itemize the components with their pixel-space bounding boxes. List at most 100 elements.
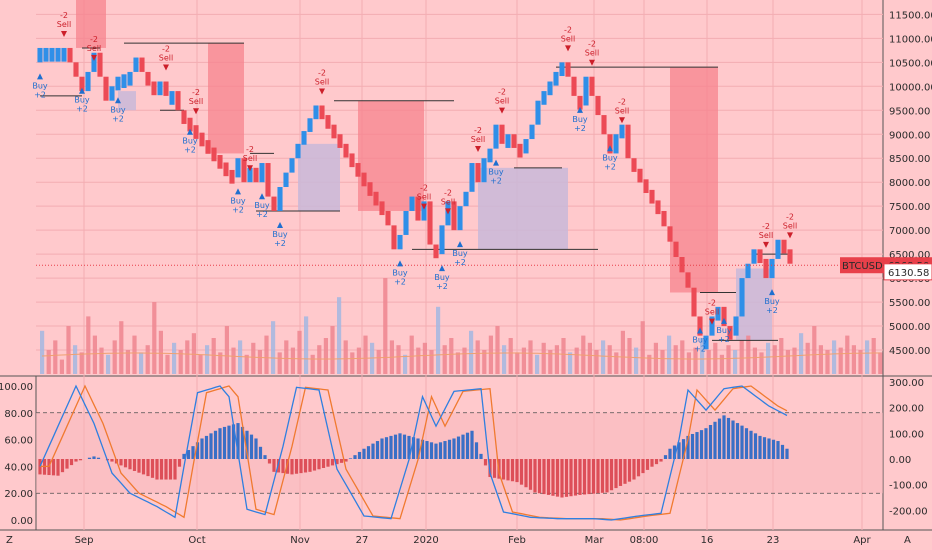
sell-label: Sell bbox=[705, 308, 719, 317]
sell-label: Sell bbox=[189, 97, 203, 106]
symbol-label: BTCUSDC bbox=[842, 261, 890, 272]
time-tick-label: 08:00 bbox=[630, 535, 659, 546]
price-tick-label: 7500.00 bbox=[889, 202, 930, 213]
volume-bar bbox=[172, 342, 177, 374]
volume-bar bbox=[574, 347, 579, 374]
sell-arrow-icon bbox=[763, 241, 769, 248]
sell-qty-label: -2 bbox=[708, 299, 716, 308]
volume-bar bbox=[528, 340, 533, 374]
osc-histogram-bar bbox=[569, 459, 573, 497]
osc-histogram-bar bbox=[150, 459, 155, 478]
osc-histogram-bar bbox=[110, 459, 114, 462]
osc-histogram-bar bbox=[645, 459, 650, 470]
renko-brick bbox=[541, 91, 547, 105]
buy-label: Buy bbox=[452, 249, 468, 258]
renko-brick bbox=[157, 81, 163, 96]
renko-brick bbox=[265, 163, 271, 197]
volume-bar bbox=[772, 345, 777, 374]
osc-histogram-bar bbox=[785, 448, 789, 459]
osc-histogram-bar bbox=[254, 438, 258, 459]
renko-brick bbox=[667, 226, 673, 242]
renko-brick bbox=[463, 191, 469, 207]
price-tick-label: 11000.00 bbox=[889, 34, 932, 45]
volume-bar bbox=[878, 352, 883, 374]
osc-histogram-bar bbox=[339, 459, 344, 463]
volume-bar bbox=[429, 350, 434, 374]
buy-arrow-icon bbox=[235, 188, 241, 195]
osc-histogram-bar bbox=[767, 438, 771, 459]
volume-bar bbox=[832, 340, 837, 374]
sell-label: Sell bbox=[561, 34, 575, 43]
sell-arrow-icon bbox=[163, 64, 169, 71]
volume-bar bbox=[350, 352, 355, 374]
sell-qty-label: -2 bbox=[60, 11, 68, 20]
volume-bar bbox=[838, 347, 843, 374]
osc-histogram-bar bbox=[591, 459, 596, 494]
renko-brick bbox=[283, 172, 289, 187]
volume-bar bbox=[205, 345, 210, 374]
buy-qty-label: +2 bbox=[274, 239, 286, 248]
volume-bar bbox=[521, 347, 526, 374]
sell-label: Sell bbox=[441, 197, 455, 206]
sell-qty-label: -2 bbox=[564, 25, 572, 34]
time-tick-label: 16 bbox=[701, 535, 714, 546]
buy-arrow-icon bbox=[277, 221, 283, 228]
osc-histogram-bar bbox=[51, 459, 56, 476]
osc-histogram-bar bbox=[312, 459, 317, 471]
sell-arrow-icon bbox=[319, 88, 325, 95]
renko-brick bbox=[277, 187, 283, 211]
time-tick-label: 27 bbox=[356, 535, 369, 546]
renko-brick bbox=[97, 52, 103, 77]
renko-brick bbox=[421, 201, 427, 221]
price-tick-label: 9500.00 bbox=[889, 106, 930, 117]
buy-label: Buy bbox=[230, 196, 246, 205]
volume-bar bbox=[271, 321, 276, 374]
sell-qty-label: -2 bbox=[498, 88, 506, 97]
buy-qty-label: +2 bbox=[76, 105, 88, 114]
sell-qty-label: -2 bbox=[474, 126, 482, 135]
renko-brick bbox=[49, 47, 55, 62]
volume-bar bbox=[185, 340, 190, 374]
renko-brick bbox=[319, 105, 325, 120]
osc-histogram-bar bbox=[348, 458, 353, 459]
renko-brick bbox=[355, 163, 361, 177]
sell-arrow-icon bbox=[445, 208, 451, 215]
osc-right-tick: 0.00 bbox=[889, 455, 911, 466]
osc-histogram-bar bbox=[470, 430, 474, 459]
renko-brick bbox=[763, 258, 769, 279]
renko-brick bbox=[235, 158, 241, 178]
buy-label: Buy bbox=[692, 335, 708, 344]
volume-bar bbox=[152, 302, 157, 374]
time-tick-label: Oct bbox=[188, 535, 205, 546]
renko-brick bbox=[493, 124, 499, 149]
osc-histogram-bar bbox=[159, 459, 164, 480]
volume-bar bbox=[323, 338, 328, 374]
volume-bar bbox=[442, 345, 447, 374]
volume-bar bbox=[845, 335, 850, 374]
renko-brick bbox=[637, 168, 643, 183]
renko-brick bbox=[151, 81, 157, 96]
osc-histogram-bar bbox=[227, 425, 231, 459]
renko-brick bbox=[499, 124, 505, 144]
renko-brick bbox=[691, 287, 697, 317]
renko-brick bbox=[511, 134, 517, 148]
trade-shade-loss bbox=[76, 0, 106, 48]
osc-histogram-bar bbox=[177, 459, 182, 467]
osc-histogram-bar bbox=[330, 459, 335, 466]
sell-arrow-icon bbox=[565, 45, 571, 52]
renko-brick bbox=[223, 162, 229, 177]
sell-qty-label: -2 bbox=[192, 88, 200, 97]
trade-shade-gain bbox=[298, 143, 340, 211]
osc-histogram-bar bbox=[182, 453, 186, 459]
renko-brick bbox=[373, 191, 379, 206]
volume-bar bbox=[317, 345, 322, 374]
sell-qty-label: -2 bbox=[618, 97, 626, 106]
osc-k-line bbox=[39, 384, 788, 521]
volume-bar bbox=[700, 338, 705, 374]
renko-brick bbox=[361, 172, 367, 187]
osc-histogram-bar bbox=[609, 459, 614, 491]
volume-bar bbox=[343, 340, 348, 374]
volume-bar bbox=[277, 352, 282, 374]
osc-histogram-bar bbox=[632, 459, 636, 480]
